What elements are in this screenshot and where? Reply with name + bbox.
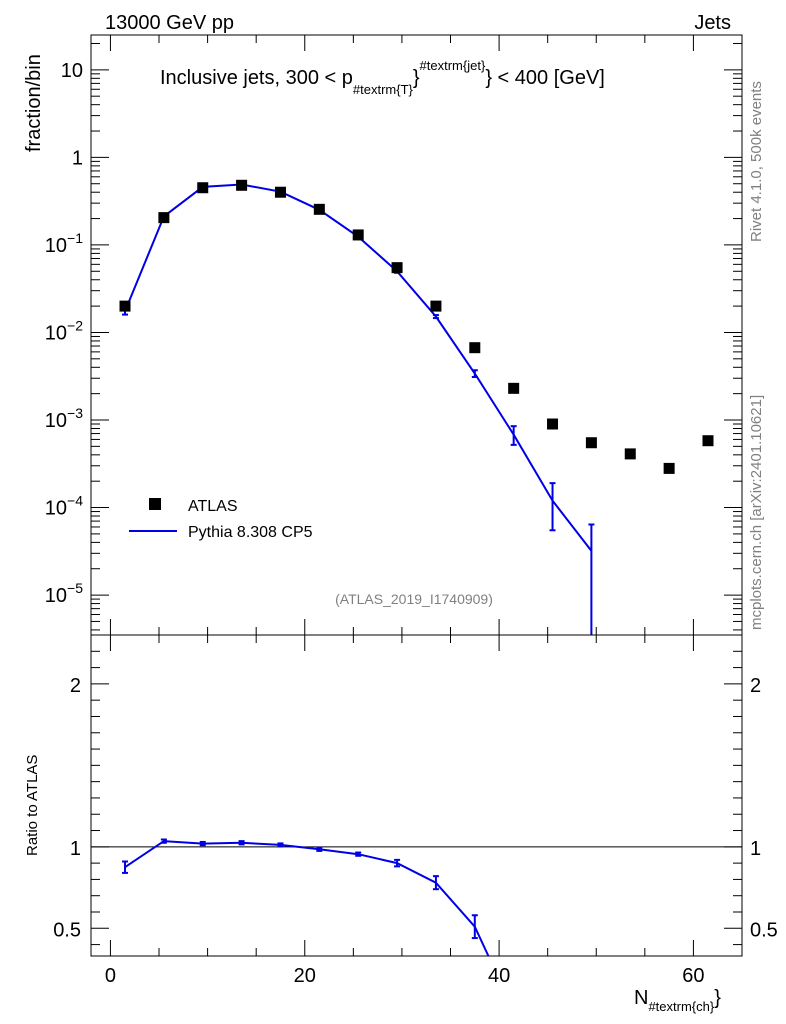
xlabel-base: N — [634, 987, 648, 1009]
y-tick-label: 10 — [61, 60, 83, 82]
ratio-line — [124, 840, 490, 957]
y-tick-label: 1 — [72, 147, 83, 169]
legend-atlas-label: ATLAS — [188, 498, 238, 515]
title-pre: Inclusive jets, 300 < p — [160, 67, 353, 89]
main-title: Inclusive jets, 300 < p#textrm{T}}#textr… — [160, 58, 605, 97]
ratio-frame — [90, 634, 743, 957]
legend-atlas-marker — [149, 498, 161, 510]
atlas-point — [313, 203, 325, 215]
atlas-point — [624, 448, 636, 460]
x-tick-label: 0 — [105, 965, 116, 987]
xlabel-post: } — [714, 987, 721, 1009]
y-tick-exp: −3 — [67, 405, 83, 421]
atlas-point — [547, 418, 559, 430]
main-frame — [90, 34, 743, 636]
legend-pythia-label: Pythia 8.308 CP5 — [188, 524, 313, 541]
rivet-label: Rivet 4.1.0, 500k events — [748, 81, 765, 242]
ratio-y-tick-label: 1 — [70, 838, 81, 860]
atlas-point — [391, 262, 403, 274]
mcplots-label: mcplots.cern.ch [arXiv:2401.10621] — [748, 395, 765, 630]
atlas-point — [508, 382, 520, 394]
ratio-ylabel: Ratio to ATLAS — [24, 755, 41, 856]
atlas-point — [585, 437, 597, 449]
xlabel-sub: #textrm{ch} — [648, 999, 714, 1014]
main-ylabel: fraction/bin — [23, 54, 45, 152]
y-tick-base: 10 — [45, 498, 67, 520]
atlas-point — [352, 229, 364, 241]
y-tick-exp: −5 — [67, 580, 83, 596]
ratio-y-tick-label-right: 0.5 — [750, 919, 778, 941]
atlas-point — [430, 300, 442, 312]
atlas-point — [197, 182, 209, 194]
y-tick-base: 10 — [45, 322, 67, 344]
y-tick-label: 10−3 — [45, 405, 83, 432]
ratio-y-tick-label: 0.5 — [53, 919, 81, 941]
legend: ATLAS Pythia 8.308 CP5 — [129, 498, 313, 541]
y-tick-base: 10 — [45, 235, 67, 257]
x-tick-label: 20 — [294, 965, 316, 987]
header-left: 13000 GeV pp — [105, 12, 234, 34]
y-tick-base: 10 — [45, 410, 67, 432]
title-brace: } — [413, 67, 420, 89]
atlas-point — [158, 212, 170, 224]
title-sup: #textrm{jet} — [420, 58, 486, 73]
ratio-plot-area: 0 20 40 60 2 2 1 1 0.5 0.5 — [53, 634, 778, 987]
ratio-y-tick-label-right: 2 — [750, 675, 761, 697]
x-tick-label: 60 — [682, 965, 704, 987]
ratio-y-tick-label-right: 1 — [750, 838, 761, 860]
atlas-point — [236, 179, 248, 191]
ratio-y-tick-label: 2 — [70, 675, 81, 697]
title-sub: #textrm{T} — [353, 82, 414, 97]
atlas-point — [702, 435, 714, 447]
y-tick-exp: −1 — [67, 230, 83, 246]
ratio-xlabel: N#textrm{ch}} — [634, 987, 721, 1014]
y-tick-exp: −4 — [67, 493, 83, 509]
y-tick-label: 10−5 — [45, 580, 83, 607]
watermark: (ATLAS_2019_I1740909) — [335, 591, 493, 607]
atlas-point — [469, 342, 481, 354]
y-tick-label: 10−2 — [45, 317, 83, 344]
y-tick-exp: −2 — [67, 317, 83, 333]
atlas-point — [663, 462, 675, 474]
y-tick-label: 10−4 — [45, 493, 83, 520]
x-tick-label: 40 — [488, 965, 510, 987]
y-tick-base: 10 — [45, 585, 67, 607]
y-tick-label: 10−1 — [45, 230, 83, 257]
atlas-point — [119, 300, 131, 312]
title-post: } < 400 [GeV] — [485, 67, 605, 89]
header-right: Jets — [694, 12, 731, 34]
atlas-point — [274, 186, 286, 198]
